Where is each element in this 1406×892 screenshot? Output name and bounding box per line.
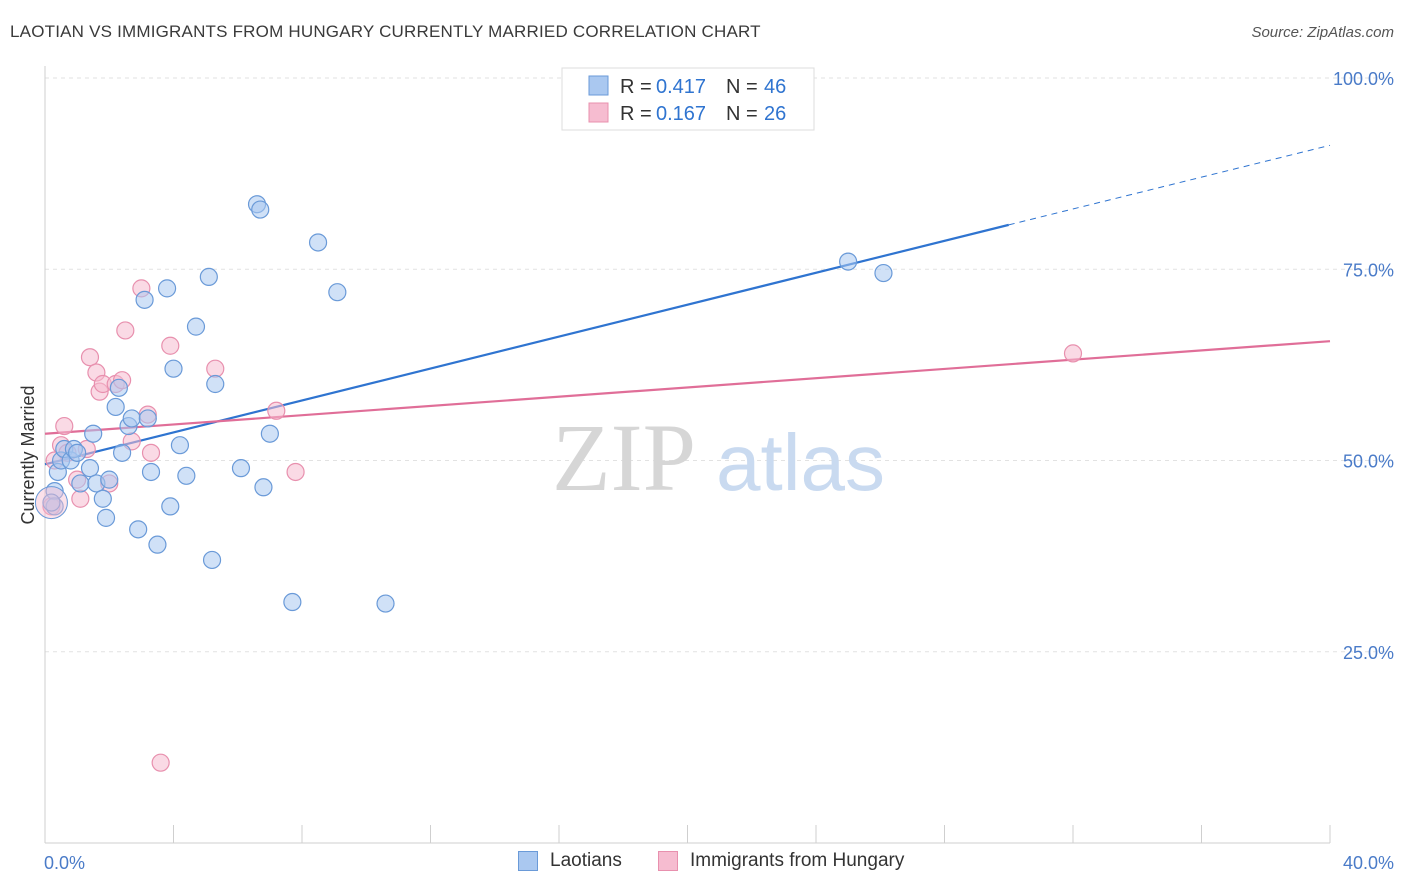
- point-series0-16: [109, 378, 128, 397]
- point-series0-15: [106, 397, 125, 417]
- point-series0-20: [129, 520, 148, 539]
- point-series0-26: [161, 497, 180, 516]
- point-series0-37: [254, 478, 273, 497]
- bottom-legend-label-hungary: Immigrants from Hungary: [690, 850, 905, 871]
- point-series0-19: [122, 409, 141, 428]
- point-series1-20: [151, 753, 170, 772]
- point-series0-39: [283, 592, 302, 612]
- bottom-legend-label-laotians: Laotians: [550, 850, 622, 871]
- legend-n-label-1: N =: [726, 76, 758, 98]
- point-series0-25: [157, 279, 177, 298]
- point-series0-13: [96, 508, 116, 527]
- point-series0-32: [202, 550, 222, 570]
- axes: [44, 66, 1331, 844]
- legend-r-value-1: 0.417: [656, 76, 706, 98]
- point-series0-12: [93, 489, 112, 508]
- point-series0-38: [260, 424, 279, 443]
- chart-title: LAOTIAN VS IMMIGRANTS FROM HUNGARY CURRE…: [10, 22, 761, 41]
- point-series1-15: [116, 321, 135, 340]
- point-series1-23: [267, 401, 286, 420]
- point-series1-8: [80, 348, 100, 367]
- point-series1-6: [71, 489, 90, 508]
- y-axis-label: Currently Married: [18, 385, 38, 524]
- watermark: ZIP atlas: [552, 404, 885, 511]
- point-series0-33: [206, 374, 225, 394]
- point-series0-24: [148, 535, 167, 554]
- legend-swatch-laotians: [588, 75, 609, 96]
- trend-line-laotians-extension: [1008, 144, 1331, 226]
- point-series0-7: [68, 443, 87, 462]
- point-series0-45: [42, 493, 61, 512]
- watermark-zip: ZIP: [552, 404, 696, 511]
- point-series0-14: [100, 470, 119, 489]
- point-series0-42: [376, 594, 395, 613]
- gridlines: [45, 77, 1392, 653]
- point-series1-25: [1063, 344, 1083, 363]
- point-series1-21: [161, 336, 180, 355]
- point-series0-34: [231, 459, 251, 478]
- source-label: Source: ZipAtlas.com: [1251, 24, 1394, 41]
- point-series0-23: [141, 462, 161, 482]
- point-series0-10: [84, 424, 103, 443]
- point-cluster-origin: [34, 486, 68, 520]
- bottom-legend-swatch-laotians: [518, 851, 538, 871]
- point-series0-29: [177, 466, 196, 485]
- point-series0-9: [80, 459, 100, 478]
- data-points: [34, 195, 1083, 772]
- point-series0-36: [251, 200, 270, 219]
- legend-swatch-hungary: [588, 102, 609, 123]
- point-series1-22: [206, 359, 225, 378]
- point-series0-41: [328, 283, 347, 302]
- y-tick-label-3: 100.0%: [1333, 69, 1394, 89]
- point-series0-43: [839, 252, 858, 271]
- tick-labels: 25.0% 50.0% 75.0% 100.0% 0.0% 40.0%: [44, 69, 1394, 873]
- point-series0-44: [874, 263, 893, 283]
- legend-n-value-2: 26: [764, 103, 786, 125]
- x-tick-label-1: 40.0%: [1343, 853, 1394, 873]
- bottom-legend-laotians: Laotians: [518, 850, 622, 872]
- point-series0-40: [308, 233, 328, 252]
- legend-box: R = 0.417 N = 46 R = 0.167 N = 26: [561, 67, 815, 131]
- point-series1-3: [55, 416, 74, 436]
- point-series0-8: [71, 474, 90, 493]
- x-tick-label-0: 0.0%: [44, 853, 85, 873]
- y-tick-label-1: 50.0%: [1343, 452, 1394, 472]
- legend-r-label-2: R =: [620, 103, 652, 125]
- bottom-legend-swatch-hungary: [658, 851, 678, 871]
- legend-r-value-2: 0.167: [656, 103, 706, 125]
- legend-n-value-1: 46: [764, 76, 786, 98]
- y-tick-label-2: 75.0%: [1343, 260, 1394, 280]
- point-series0-28: [170, 436, 190, 455]
- point-series0-31: [199, 267, 218, 286]
- point-series0-21: [135, 290, 154, 309]
- trend-line-hungary: [44, 340, 1331, 435]
- point-series0-30: [186, 317, 206, 336]
- point-series0-22: [138, 409, 157, 428]
- point-series0-17: [112, 443, 132, 462]
- legend-r-label-1: R =: [620, 76, 652, 98]
- watermark-atlas: atlas: [716, 418, 885, 507]
- y-tick-label-0: 25.0%: [1343, 643, 1394, 663]
- legend-n-label-2: N =: [726, 103, 758, 125]
- point-series1-19: [141, 443, 161, 462]
- bottom-legend-hungary: Immigrants from Hungary: [658, 850, 904, 872]
- point-series1-24: [286, 462, 305, 482]
- point-series0-27: [164, 359, 183, 378]
